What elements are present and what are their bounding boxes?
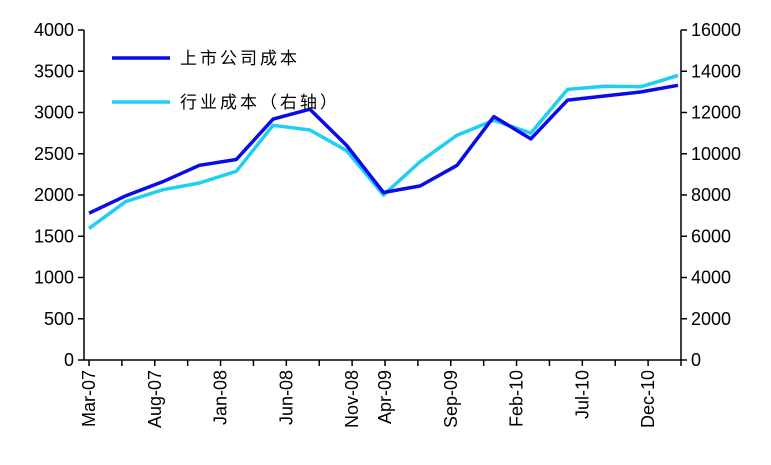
left-y-tick-label: 4000 (34, 20, 74, 40)
x-tick-label: Mar-07 (79, 370, 99, 427)
right-y-tick-label: 16000 (691, 20, 741, 40)
right-y-tick-label: 4000 (691, 268, 731, 288)
series-layer (87, 73, 679, 230)
axes-layer: 0 500 1000 1500 2000 2500 3000 3500 4000 0 2000 400… (34, 20, 741, 428)
legend-label-listed-company-cost: 上市公司成本 (180, 49, 300, 69)
x-tick-label: Jun-08 (276, 370, 296, 425)
left-y-tick-label: 2000 (34, 185, 74, 205)
right-y-tick-label: 0 (691, 350, 701, 370)
left-y-tick-label: 0 (64, 350, 74, 370)
right-y-tick-label: 6000 (691, 226, 731, 246)
x-tick-label: Apr-09 (375, 370, 395, 424)
right-y-tick-label: 8000 (691, 185, 731, 205)
right-y-tick-label: 12000 (691, 103, 741, 123)
right-y-tick-label: 14000 (691, 61, 741, 81)
left-y-tick-label: 500 (44, 309, 74, 329)
x-tick-label: Dec-10 (638, 370, 658, 428)
left-y-tick-label: 1500 (34, 226, 74, 246)
left-y-tick-label: 2500 (34, 144, 74, 164)
right-y-tick-label: 10000 (691, 144, 741, 164)
legend-label-industry-cost: 行业成本（右轴） (180, 93, 340, 113)
left-y-tick-label: 1000 (34, 268, 74, 288)
x-tick-label: Nov-08 (342, 370, 362, 428)
x-tick-label: Jan-08 (211, 370, 231, 425)
right-y-tick-label: 2000 (691, 309, 731, 329)
series-line-industry-cost (87, 73, 679, 230)
x-tick-label: Aug-07 (145, 370, 165, 428)
x-tick-label: Sep-09 (441, 370, 461, 428)
series-line-listed-company-cost (88, 83, 679, 215)
left-y-tick-label: 3500 (34, 61, 74, 81)
x-tick-label: Feb-10 (507, 370, 527, 427)
left-y-tick-label: 3000 (34, 103, 74, 123)
x-tick-label: Jul-10 (572, 370, 592, 419)
